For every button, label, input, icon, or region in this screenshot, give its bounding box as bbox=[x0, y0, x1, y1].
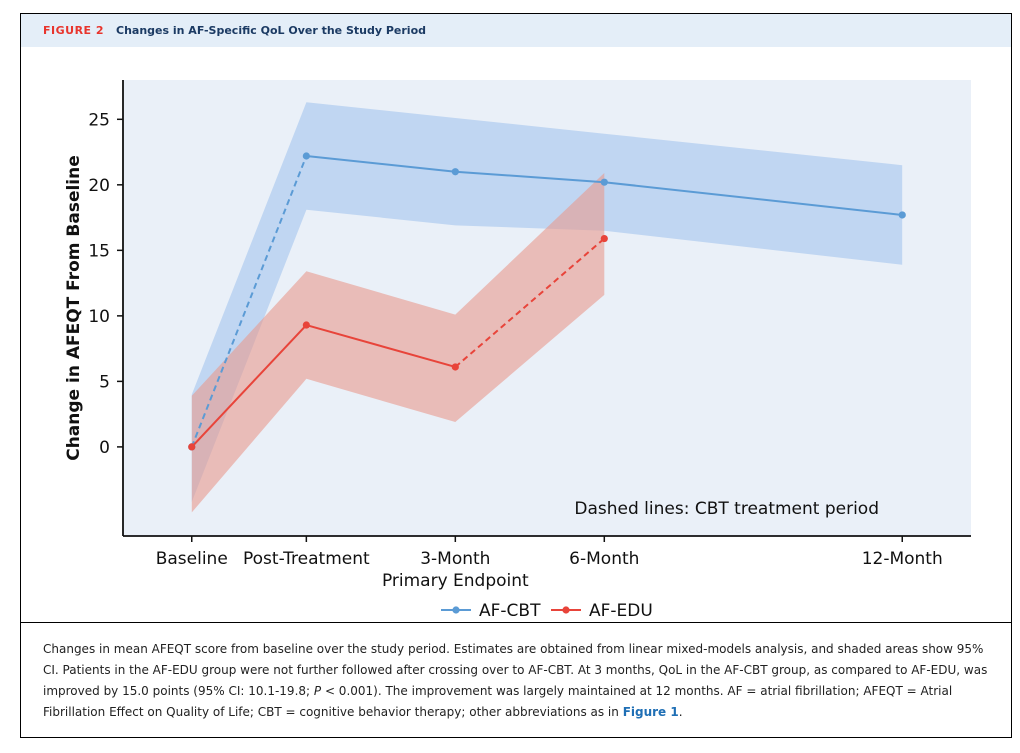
legend-label-af-cbt: AF-CBT bbox=[479, 601, 541, 621]
data-point-af-edu bbox=[451, 363, 459, 371]
caption-divider bbox=[21, 622, 1011, 623]
line-segment-af-edu bbox=[454, 237, 605, 368]
data-point-af-edu bbox=[302, 321, 310, 329]
axes bbox=[122, 80, 971, 537]
legend-marker-af-edu bbox=[562, 606, 570, 614]
data-point-af-cbt bbox=[600, 178, 608, 186]
x-tick-label: Baseline bbox=[156, 549, 228, 569]
ci-band-af-edu bbox=[191, 173, 605, 513]
caption-p-value-symbol: P bbox=[313, 684, 322, 698]
ci-band-af-cbt bbox=[191, 102, 903, 502]
x-tick-label: 6-Month bbox=[569, 549, 639, 569]
figure-ref-link[interactable]: Figure 1 bbox=[622, 705, 679, 719]
line-segment-af-edu bbox=[306, 324, 456, 368]
y-axis-label: Change in AFEQT From Baseline bbox=[64, 155, 84, 461]
caption-text-2: < 0.001). The improvement was largely ma… bbox=[43, 684, 953, 719]
x-tick-label: 12-Month bbox=[862, 549, 943, 569]
data-points bbox=[188, 152, 906, 451]
figure-title: Changes in AF-Specific QoL Over the Stud… bbox=[116, 24, 427, 37]
chart-annotation: Dashed lines: CBT treatment period bbox=[574, 499, 879, 519]
data-point-af-cbt bbox=[451, 168, 459, 176]
caption-text-1: Changes in mean AFEQT score from baselin… bbox=[43, 642, 988, 698]
legend: AF-CBT AF-EDU bbox=[441, 601, 653, 621]
x-tick-label: 3-Month bbox=[420, 549, 490, 569]
figure-label: FIGURE 2 bbox=[43, 24, 105, 37]
legend-marker-af-cbt bbox=[452, 606, 460, 614]
data-point-af-edu bbox=[188, 443, 196, 451]
data-point-af-cbt bbox=[302, 152, 310, 160]
series-lines bbox=[190, 155, 903, 448]
x-sub-label: Primary Endpoint bbox=[382, 571, 529, 591]
x-ticks: Baseline Post-Treatment 3-Month 6-Month 12-M… bbox=[156, 536, 943, 569]
line-segment-af-cbt bbox=[604, 181, 903, 216]
confidence-bands bbox=[191, 102, 903, 513]
legend-label-af-edu: AF-EDU bbox=[589, 601, 653, 621]
data-point-af-edu bbox=[600, 234, 608, 243]
y-tick-label: 0 bbox=[99, 438, 110, 458]
x-tick-label: Post-Treatment bbox=[243, 549, 370, 569]
line-chart: 0 5 10 15 20 25 Baseline Post-Treatment 3-Month… bbox=[64, 80, 971, 621]
y-tick-label: 25 bbox=[88, 110, 110, 130]
y-tick-label: 10 bbox=[88, 307, 110, 327]
y-tick-label: 5 bbox=[99, 372, 110, 392]
y-ticks: 0 5 10 15 20 25 bbox=[88, 110, 123, 458]
figure-caption: Changes in mean AFEQT score from baselin… bbox=[43, 639, 993, 723]
y-tick-label: 20 bbox=[88, 176, 110, 196]
data-point-af-cbt bbox=[898, 211, 906, 219]
caption-text-3: . bbox=[678, 705, 683, 719]
figure-header: FIGURE 2 Changes in AF-Specific QoL Over… bbox=[21, 14, 1011, 47]
line-segment-af-cbt bbox=[306, 155, 456, 173]
figure-frame: FIGURE 2 Changes in AF-Specific QoL Over… bbox=[20, 13, 1012, 738]
line-segment-af-cbt bbox=[455, 170, 605, 184]
y-tick-label: 15 bbox=[88, 241, 110, 261]
line-segment-af-cbt bbox=[190, 155, 308, 448]
line-segment-af-edu bbox=[191, 324, 308, 448]
